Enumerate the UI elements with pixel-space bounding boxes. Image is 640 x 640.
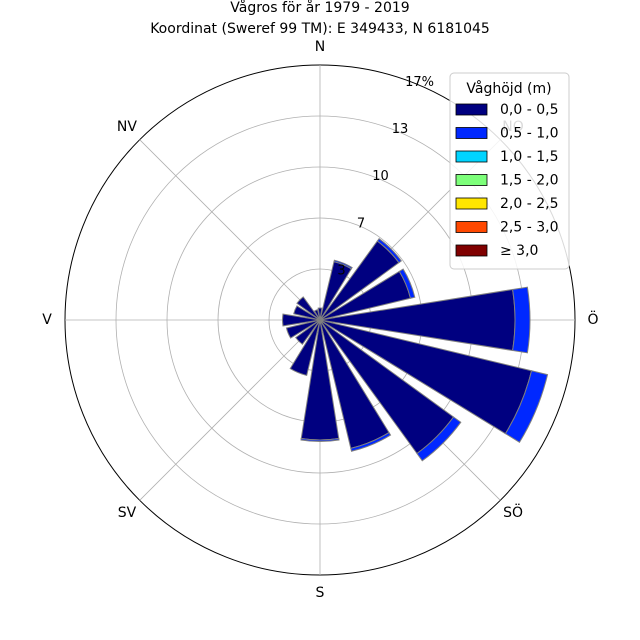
legend-label: ≥ 3,0 bbox=[500, 243, 538, 259]
rose-bar-segment bbox=[398, 268, 416, 299]
rose-bar-segment bbox=[285, 319, 321, 339]
direction-label: Ö bbox=[587, 310, 598, 328]
direction-label: SÖ bbox=[503, 503, 523, 521]
direction-label: N bbox=[315, 39, 325, 55]
rose-bars bbox=[282, 237, 549, 462]
legend-swatch bbox=[455, 197, 488, 210]
direction-label: SV bbox=[118, 505, 137, 521]
rose-bar-segment bbox=[295, 319, 321, 345]
legend-swatch bbox=[455, 127, 488, 139]
legend-label: 0,5 - 1,0 bbox=[500, 126, 558, 142]
legend: Våghöjd (m) 0,0 - 0,5 0,5 - 1,0 1,0 - 1,5 1… bbox=[449, 72, 570, 270]
grid-spoke bbox=[139, 319, 321, 501]
rose-bar-segment bbox=[512, 286, 531, 354]
rose-bar-segment bbox=[333, 259, 353, 270]
radial-tick-label: 3 bbox=[337, 263, 345, 278]
legend-items: 0,0 - 0,5 0,5 - 1,0 1,0 - 1,5 1,5 - 2,0 2,0 … bbox=[455, 102, 558, 259]
radial-tick-label: 13 bbox=[392, 122, 409, 137]
radial-tick-labels: 3 7 10 13 17% bbox=[337, 75, 434, 278]
rose-bar-segment bbox=[313, 309, 321, 321]
legend-label: 1,0 - 1,5 bbox=[500, 149, 558, 165]
rose-bar-segment bbox=[282, 313, 321, 327]
legend-swatch bbox=[455, 174, 488, 186]
legend-label: 0,0 - 0,5 bbox=[500, 102, 558, 118]
legend-swatch bbox=[455, 150, 488, 163]
legend-label: 2,5 - 3,0 bbox=[500, 220, 558, 236]
direction-label: V bbox=[42, 312, 52, 328]
rose-bar-segment bbox=[289, 319, 321, 377]
direction-label: S bbox=[316, 585, 325, 601]
grid-spoke bbox=[139, 139, 321, 321]
legend-swatch bbox=[455, 244, 488, 257]
chart-subtitle: Koordinat (Sweref 99 TM): E 349433, N 61… bbox=[150, 21, 490, 37]
radial-tick-label: 7 bbox=[357, 216, 365, 231]
rose-bar-segment bbox=[376, 237, 403, 264]
direction-labels: NNOÖSÖSSVVNV bbox=[42, 39, 598, 601]
rose-bar-segment bbox=[317, 307, 323, 321]
legend-swatch bbox=[455, 221, 488, 233]
rose-bar-segment bbox=[293, 305, 321, 321]
legend-swatch bbox=[455, 103, 488, 116]
radial-tick-label: 17% bbox=[405, 75, 434, 90]
direction-label: NV bbox=[117, 119, 137, 135]
radial-tick-label: 10 bbox=[372, 169, 389, 184]
legend-label: 2,0 - 2,5 bbox=[500, 196, 558, 212]
rose-bar-segment bbox=[416, 416, 462, 462]
rose-bar-segment bbox=[300, 437, 340, 442]
rose-bar-segment bbox=[350, 431, 392, 452]
rose-bar-segment bbox=[296, 296, 321, 321]
legend-title: Våghöjd (m) bbox=[466, 80, 551, 97]
legend-box bbox=[449, 72, 570, 270]
rose-bar-segment bbox=[504, 370, 549, 443]
legend-label: 1,5 - 2,0 bbox=[500, 173, 558, 189]
chart-title: Vågros för år 1979 - 2019 bbox=[230, 0, 409, 16]
